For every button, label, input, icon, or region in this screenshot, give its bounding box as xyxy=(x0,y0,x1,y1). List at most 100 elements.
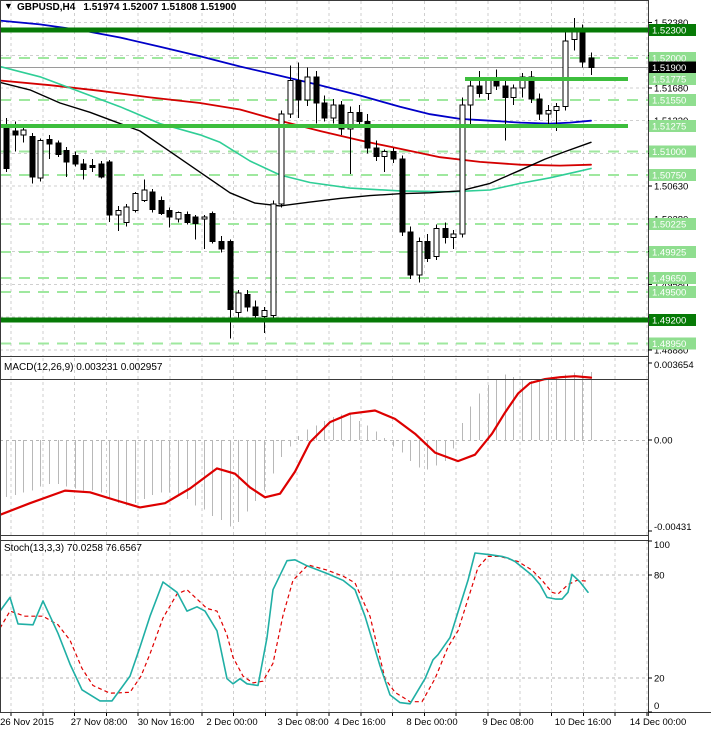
candle-body xyxy=(98,163,105,178)
macd-indicator-label: MACD(12,26,9) 0.003231 0.002957 xyxy=(4,362,163,373)
macd-axis-label: -0.00431 xyxy=(654,522,692,533)
candle-body xyxy=(158,199,165,214)
price-badge-label: 1.49650 xyxy=(652,273,686,284)
candle-body xyxy=(536,98,543,115)
macd-axis-label: 0.003654 xyxy=(654,360,694,371)
macd-axis-label: 0.00 xyxy=(654,436,673,447)
time-axis-label: 8 Dec 00:00 xyxy=(406,717,457,728)
price-badge-label: 1.50225 xyxy=(652,220,686,231)
candle-body xyxy=(493,80,500,87)
macd-axis: 0.003654 0.00 -0.00431 xyxy=(648,360,694,533)
candle-body xyxy=(407,231,414,276)
price-badge xyxy=(649,145,696,158)
candle-body xyxy=(132,193,139,212)
price-badge xyxy=(649,218,696,231)
price-badge-label: 1.51275 xyxy=(652,121,686,132)
price-badge-label: 1.49500 xyxy=(652,287,686,298)
ma-teal-line xyxy=(0,65,592,193)
candle-body xyxy=(209,212,216,242)
candle-body xyxy=(390,151,397,160)
candle-body xyxy=(416,240,423,276)
candle-body xyxy=(278,113,285,205)
time-axis-label: 3 Dec 08:00 xyxy=(277,717,328,728)
candle-body xyxy=(450,233,457,239)
stoch-axis-label: 80 xyxy=(654,571,665,582)
candle-body xyxy=(467,85,474,106)
candle-body xyxy=(338,104,345,130)
price-badge-label: 1.52000 xyxy=(652,54,686,65)
price-badge-label: 1.52300 xyxy=(652,26,686,37)
price-badge xyxy=(649,285,696,298)
price-badge-label: 1.48950 xyxy=(652,339,686,350)
candle-body xyxy=(476,85,483,95)
candle-body xyxy=(588,57,595,68)
levels-solid xyxy=(0,27,648,323)
candle-body xyxy=(579,29,586,63)
ma-blue-line xyxy=(0,19,592,125)
stoch-k-line xyxy=(0,552,589,705)
candle-body xyxy=(46,138,53,145)
candle-body xyxy=(381,151,388,157)
symbol-dropdown-icon[interactable]: ▼ xyxy=(4,1,13,11)
price-axis-label: 1.49580 xyxy=(654,280,688,291)
candle-body xyxy=(72,154,79,165)
price-badge-label: 1.49925 xyxy=(652,248,686,259)
price-badge xyxy=(649,246,696,259)
time-axis-label: 14 Dec 00:00 xyxy=(630,717,687,728)
candle-body xyxy=(55,142,62,155)
candle-body xyxy=(80,163,87,170)
time-axis: 26 Nov 2015 27 Nov 08:00 30 Nov 16:00 2 Dec… xyxy=(0,713,686,728)
candle-body xyxy=(321,102,328,119)
candle-body xyxy=(519,76,526,89)
ma-red-line xyxy=(0,79,592,167)
candle-body xyxy=(252,306,259,316)
candle-body xyxy=(20,129,27,136)
candle-body xyxy=(373,147,380,157)
price-badge xyxy=(649,314,696,327)
candle-body xyxy=(63,150,70,163)
ma-black-line xyxy=(0,81,592,207)
candle-body xyxy=(141,189,148,201)
stoch-level-lines xyxy=(0,574,648,679)
time-axis-label: 4 Dec 16:00 xyxy=(334,717,385,728)
stoch-axis-label: 20 xyxy=(654,673,665,684)
candle-body xyxy=(261,310,268,317)
price-badge xyxy=(649,52,696,65)
price-badge xyxy=(649,61,696,74)
candle-body xyxy=(12,130,19,136)
candle-body xyxy=(442,227,449,239)
chart-title: GBPUSD,H4 1.51974 1.52007 1.51808 1.51900 xyxy=(17,2,236,13)
stoch-axis-label: 100 xyxy=(654,540,670,551)
candle-body xyxy=(502,85,509,98)
candle-body xyxy=(347,111,354,130)
price-badge xyxy=(649,337,696,350)
candle-body xyxy=(227,240,234,311)
candle-body xyxy=(235,292,242,314)
price-badge-label: 1.51900 xyxy=(652,63,686,74)
candle-body xyxy=(106,161,113,216)
candle-body xyxy=(89,165,96,169)
candle-body xyxy=(459,104,466,235)
candle-body xyxy=(287,80,294,115)
candle-body xyxy=(123,206,130,224)
candle-body xyxy=(149,191,156,211)
price-badge-label: 1.51775 xyxy=(652,75,686,86)
candle-body xyxy=(330,104,337,119)
price-axis-label: 1.50630 xyxy=(654,182,688,193)
panel-borders xyxy=(0,0,711,716)
candle-body xyxy=(485,80,492,95)
symbol-period-label: GBPUSD,H4 xyxy=(17,2,76,13)
candle-body xyxy=(192,216,199,225)
price-badge-label: 1.51000 xyxy=(652,147,686,158)
candle-body xyxy=(3,124,10,169)
time-axis-label: 10 Dec 16:00 xyxy=(555,717,612,728)
candle-body xyxy=(175,211,182,220)
candle-body xyxy=(364,121,371,149)
price-axis-label: 1.51680 xyxy=(654,84,688,95)
price-badge xyxy=(649,73,696,86)
candle-body xyxy=(37,139,44,179)
candle-body xyxy=(399,158,406,233)
price-badge xyxy=(649,169,696,182)
